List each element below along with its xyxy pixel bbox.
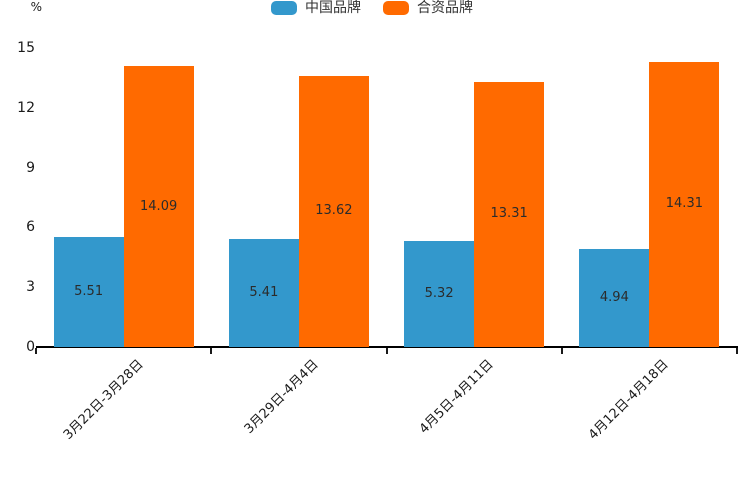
bar bbox=[649, 61, 720, 347]
legend-item: 合资品牌 bbox=[383, 0, 473, 16]
bar-value-label: 5.32 bbox=[424, 285, 454, 301]
x-axis-tick bbox=[35, 348, 37, 354]
bar-value-label: 5.51 bbox=[74, 284, 104, 300]
legend-swatch-icon bbox=[383, 1, 409, 15]
bar bbox=[123, 66, 194, 347]
bar-value-label: 14.09 bbox=[140, 198, 178, 214]
bar bbox=[579, 248, 650, 347]
bar bbox=[228, 239, 299, 347]
legend: 中国品牌 合资品牌 bbox=[0, 0, 744, 16]
bar-value-label: 14.31 bbox=[665, 196, 703, 212]
bar bbox=[298, 75, 369, 347]
legend-label: 中国品牌 bbox=[305, 0, 361, 16]
bar bbox=[404, 240, 475, 347]
legend-item: 中国品牌 bbox=[271, 0, 361, 16]
y-axis-tick-label: 12 bbox=[17, 99, 35, 116]
x-axis-label: 3月29日-4月4日 bbox=[241, 357, 322, 437]
x-axis-tick bbox=[560, 348, 563, 354]
legend-swatch-icon bbox=[271, 1, 297, 15]
bar-value-label: 4.94 bbox=[599, 289, 629, 305]
x-axis-line bbox=[36, 346, 738, 348]
y-axis-tick-label: 0 bbox=[26, 339, 35, 355]
y-axis-tick-label: 3 bbox=[26, 279, 35, 296]
y-axis-unit-label: % bbox=[30, 0, 42, 14]
bar-value-label: 5.41 bbox=[249, 285, 279, 301]
bar-value-label: 13.31 bbox=[490, 206, 528, 222]
x-axis-label: 4月5日-4月11日 bbox=[416, 357, 497, 437]
x-axis-tick bbox=[736, 348, 738, 354]
y-axis-tick-label: 6 bbox=[26, 219, 35, 236]
bar bbox=[474, 81, 545, 347]
x-axis-tick bbox=[385, 348, 388, 354]
y-axis-tick-label: 15 bbox=[17, 40, 35, 56]
x-axis-label: 4月12日-4月18日 bbox=[586, 357, 672, 443]
x-axis-tick bbox=[210, 348, 213, 354]
x-axis-label: 3月22日-3月28日 bbox=[60, 357, 147, 443]
bar-value-label: 13.62 bbox=[315, 203, 353, 219]
legend-label: 合资品牌 bbox=[417, 0, 473, 16]
bar bbox=[53, 237, 124, 347]
y-axis-tick-label: 9 bbox=[26, 159, 35, 176]
